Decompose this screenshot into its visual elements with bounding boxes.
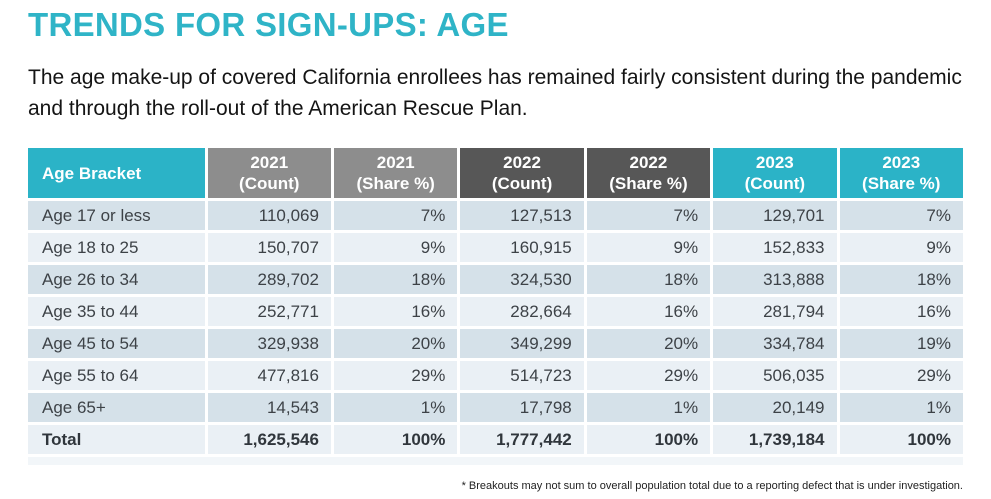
table-row: Age 18 to 25 150,707 9% 160,915 9% 152,833 9% bbox=[28, 233, 963, 262]
value-cell: 160,915 bbox=[460, 233, 584, 262]
age-bracket-cell: Age 26 to 34 bbox=[28, 265, 205, 294]
value-cell: 110,069 bbox=[207, 201, 331, 230]
value-cell: 7% bbox=[586, 201, 711, 230]
age-bracket-cell: Age 18 to 25 bbox=[28, 233, 205, 262]
column-header-year: 2021 bbox=[250, 153, 289, 172]
column-header-year: Age Bracket bbox=[42, 163, 142, 183]
value-cell: 18% bbox=[586, 265, 711, 294]
column-header-metric: (Share %) bbox=[609, 174, 688, 193]
table-row: Age 35 to 44 252,771 16% 282,664 16% 281,794 1… bbox=[28, 297, 963, 326]
column-header-2022-share: 2022 (Share %) bbox=[586, 148, 711, 198]
column-header-2023-share: 2023 (Share %) bbox=[839, 148, 963, 198]
value-cell: 29% bbox=[586, 361, 711, 390]
value-cell: 1% bbox=[839, 393, 963, 422]
value-cell: 324,530 bbox=[460, 265, 584, 294]
value-cell: 100% bbox=[586, 425, 711, 454]
value-cell: 9% bbox=[839, 233, 963, 262]
value-cell: 29% bbox=[839, 361, 963, 390]
value-cell: 1% bbox=[333, 393, 458, 422]
column-header-year: 2022 bbox=[629, 153, 668, 172]
table-bottom-pad-cell bbox=[28, 457, 963, 465]
column-header-metric: (Share %) bbox=[356, 174, 435, 193]
subtitle: The age make-up of covered California en… bbox=[28, 66, 962, 120]
column-header-year: 2023 bbox=[755, 153, 794, 172]
value-cell: 20,149 bbox=[713, 393, 837, 422]
value-cell: 127,513 bbox=[460, 201, 584, 230]
value-cell: 7% bbox=[839, 201, 963, 230]
table-row: Age 65+ 14,543 1% 17,798 1% 20,149 1% bbox=[28, 393, 963, 422]
age-bracket-cell: Age 17 or less bbox=[28, 201, 205, 230]
value-cell: 129,701 bbox=[713, 201, 837, 230]
column-header-metric: (Count) bbox=[744, 174, 806, 193]
column-header-year: 2022 bbox=[503, 153, 541, 172]
column-header-year: 2023 bbox=[882, 153, 921, 172]
age-bracket-cell: Total bbox=[28, 425, 205, 454]
value-cell: 506,035 bbox=[713, 361, 837, 390]
value-cell: 1,625,546 bbox=[207, 425, 331, 454]
value-cell: 100% bbox=[839, 425, 963, 454]
page-title: TRENDS FOR SIGN-UPS: AGE bbox=[28, 6, 509, 43]
value-cell: 152,833 bbox=[713, 233, 837, 262]
value-cell: 289,702 bbox=[207, 265, 331, 294]
value-cell: 282,664 bbox=[460, 297, 584, 326]
column-header-metric: (Share %) bbox=[862, 174, 941, 193]
value-cell: 349,299 bbox=[460, 329, 584, 358]
value-cell: 20% bbox=[333, 329, 458, 358]
value-cell: 18% bbox=[839, 265, 963, 294]
value-cell: 18% bbox=[333, 265, 458, 294]
value-cell: 9% bbox=[586, 233, 711, 262]
value-cell: 1% bbox=[586, 393, 711, 422]
value-cell: 313,888 bbox=[713, 265, 837, 294]
column-header-age-bracket: Age Bracket bbox=[28, 148, 205, 198]
table-row: Age 45 to 54 329,938 20% 349,299 20% 334,784 1… bbox=[28, 329, 963, 358]
column-header-2021-share: 2021 (Share %) bbox=[333, 148, 458, 198]
value-cell: 150,707 bbox=[207, 233, 331, 262]
column-header-metric: (Count) bbox=[491, 174, 553, 193]
value-cell: 1,739,184 bbox=[713, 425, 837, 454]
column-header-metric: (Count) bbox=[239, 174, 300, 193]
value-cell: 281,794 bbox=[713, 297, 837, 326]
value-cell: 29% bbox=[333, 361, 458, 390]
value-cell: 16% bbox=[839, 297, 963, 326]
value-cell: 252,771 bbox=[207, 297, 331, 326]
column-header-2021-count: 2021 (Count) bbox=[207, 148, 331, 198]
age-bracket-cell: Age 65+ bbox=[28, 393, 205, 422]
table-row: Age 55 to 64 477,816 29% 514,723 29% 506,035 2… bbox=[28, 361, 963, 390]
age-bracket-cell: Age 45 to 54 bbox=[28, 329, 205, 358]
footnote: * Breakouts may not sum to overall popul… bbox=[461, 480, 963, 492]
age-bracket-cell: Age 35 to 44 bbox=[28, 297, 205, 326]
table-header-row: Age Bracket 2021 (Count) 2021 (Share %) 2022 (… bbox=[28, 148, 963, 198]
value-cell: 16% bbox=[586, 297, 711, 326]
table-row: Age 26 to 34 289,702 18% 324,530 18% 313,888 1… bbox=[28, 265, 963, 294]
column-header-2023-count: 2023 (Count) bbox=[713, 148, 837, 198]
table-row-total: Total 1,625,546 100% 1,777,442 100% 1,739,184… bbox=[28, 425, 963, 454]
value-cell: 14,543 bbox=[207, 393, 331, 422]
value-cell: 334,784 bbox=[713, 329, 837, 358]
value-cell: 9% bbox=[333, 233, 458, 262]
value-cell: 477,816 bbox=[207, 361, 331, 390]
value-cell: 17,798 bbox=[460, 393, 584, 422]
table-row: Age 17 or less 110,069 7% 127,513 7% 129,701 7… bbox=[28, 201, 963, 230]
column-header-2022-count: 2022 (Count) bbox=[460, 148, 584, 198]
value-cell: 19% bbox=[839, 329, 963, 358]
value-cell: 514,723 bbox=[460, 361, 584, 390]
value-cell: 7% bbox=[333, 201, 458, 230]
age-trends-table: Age Bracket 2021 (Count) 2021 (Share %) 2022 (… bbox=[25, 145, 966, 468]
age-bracket-cell: Age 55 to 64 bbox=[28, 361, 205, 390]
value-cell: 16% bbox=[333, 297, 458, 326]
value-cell: 1,777,442 bbox=[460, 425, 584, 454]
value-cell: 20% bbox=[586, 329, 711, 358]
value-cell: 100% bbox=[333, 425, 458, 454]
column-header-year: 2021 bbox=[376, 153, 415, 172]
table-bottom-pad bbox=[28, 457, 963, 465]
value-cell: 329,938 bbox=[207, 329, 331, 358]
